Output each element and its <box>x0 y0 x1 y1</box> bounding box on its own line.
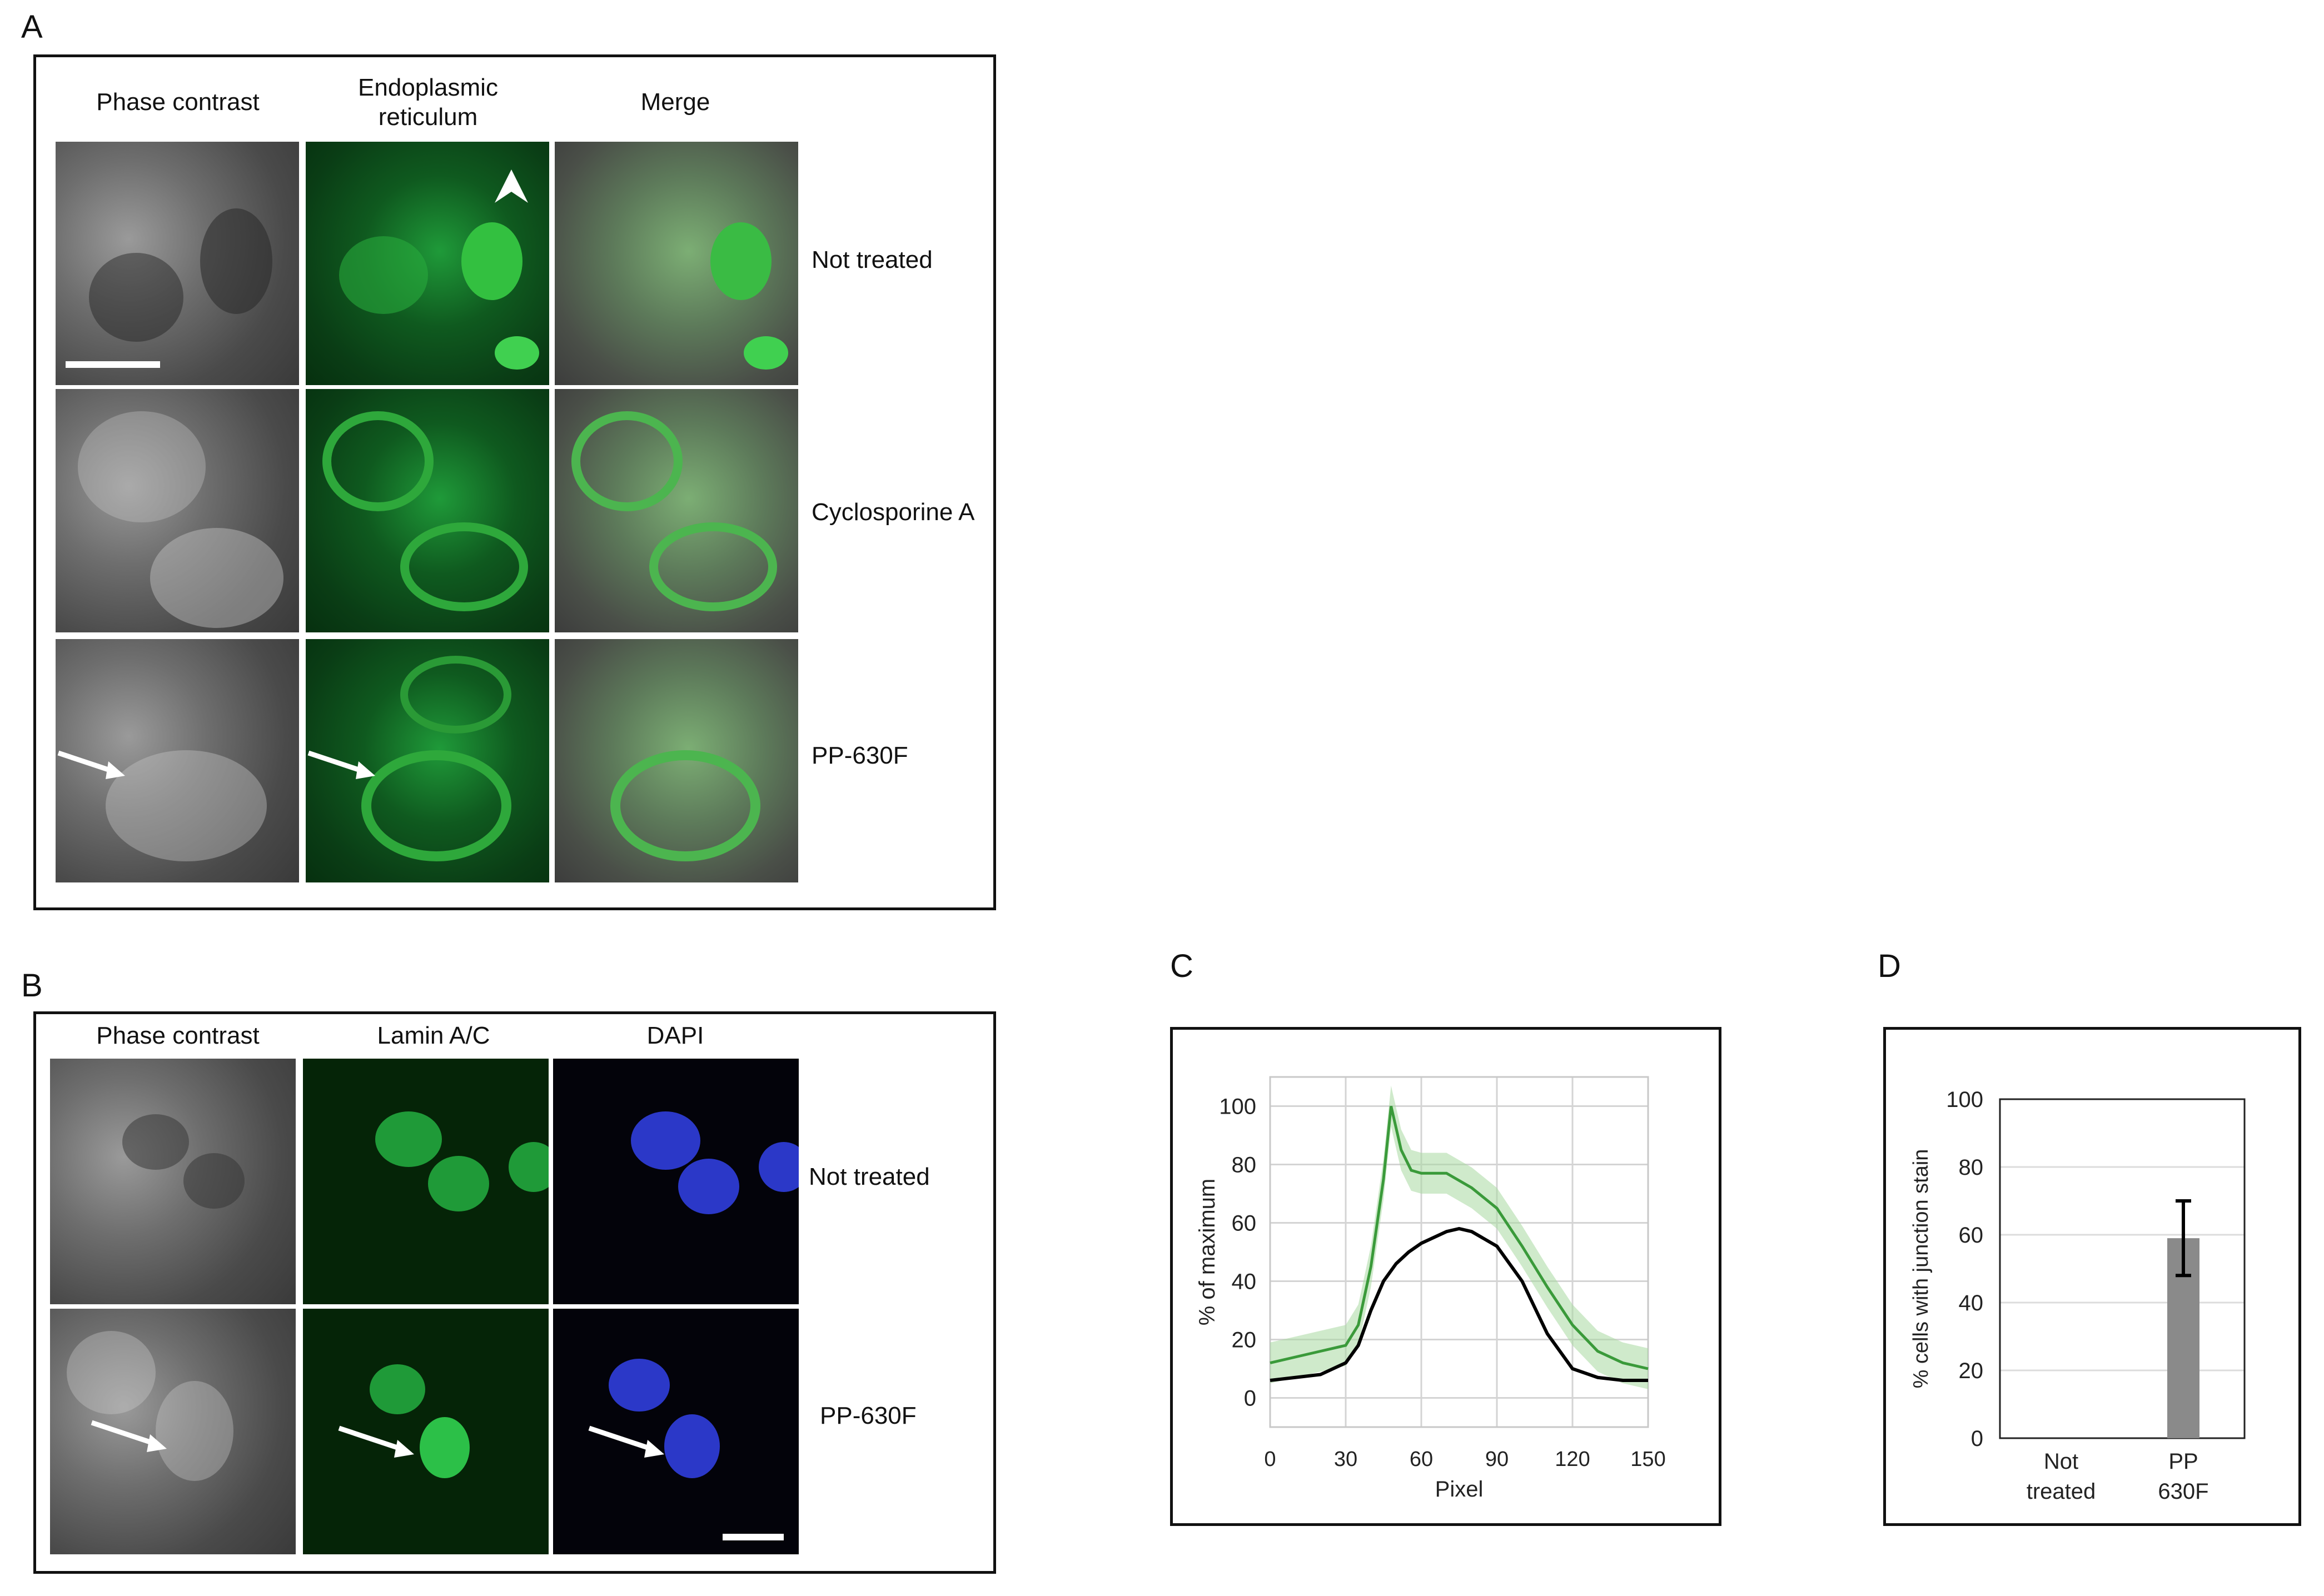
row-label-b-not-treated: Not treated <box>809 1163 930 1190</box>
x-category-label: 630F <box>2158 1479 2208 1504</box>
y-tick-label: 20 <box>1232 1328 1257 1353</box>
y-tick-label: 100 <box>1219 1095 1256 1119</box>
y-axis-label: % cells with junction stain <box>1909 1149 1933 1389</box>
x-tick-label: 90 <box>1485 1448 1509 1471</box>
scale-bar <box>723 1534 784 1540</box>
x-tick-label: 60 <box>1410 1448 1433 1471</box>
panel-d-label: D <box>1878 948 1901 984</box>
panel-d-frame <box>1883 1027 2301 1526</box>
panel-a-col-er: Endoplasmic reticulum <box>358 74 498 131</box>
plot-area <box>1269 1076 1649 1428</box>
y-tick-label: 80 <box>1959 1155 1984 1180</box>
arrow-icon <box>91 1420 167 1452</box>
arrow-icon <box>588 1425 664 1458</box>
arrow-icon <box>338 1425 414 1458</box>
image-a-phase-pp630f <box>56 639 299 882</box>
panel-b-col-lamin: Lamin A/C <box>377 1022 490 1049</box>
image-a-er-cyclosporine <box>306 389 549 632</box>
image-b-lamin-not-treated <box>303 1059 549 1304</box>
row-label-a-not-treated: Not treated <box>812 246 933 273</box>
panel-a-frame <box>33 54 996 910</box>
series-line-black <box>1270 1226 1648 1382</box>
row-label-a-cyclosporine: Cyclosporine A <box>812 498 975 526</box>
panel-a-label: A <box>21 9 43 45</box>
plot-area <box>1999 1098 2246 1439</box>
image-b-dapi-pp630f <box>553 1309 799 1554</box>
image-a-phase-cyclosporine <box>56 389 299 632</box>
y-tick-label: 20 <box>1959 1359 1984 1383</box>
image-a-er-pp630f <box>306 639 549 882</box>
arrow-icon <box>307 750 375 779</box>
y-tick-label: 0 <box>1244 1386 1256 1411</box>
panel-c-frame <box>1170 1027 1721 1526</box>
panel-a-col-phase: Phase contrast <box>96 88 260 116</box>
y-tick-label: 40 <box>1959 1291 1984 1315</box>
image-b-phase-pp630f <box>50 1309 296 1554</box>
image-a-merge-not-treated <box>555 142 798 385</box>
image-b-phase-not-treated <box>50 1059 296 1304</box>
x-tick-label: 150 <box>1630 1448 1665 1471</box>
bar-chart: 0 20 40 60 80 100 Not treated PP 630F % cells with… <box>1909 1088 2246 1504</box>
x-tick-label: 0 <box>1264 1448 1276 1471</box>
y-tick-label: 100 <box>1946 1088 1983 1112</box>
series-line-green <box>1270 1105 1649 1370</box>
panel-a-col-merge: Merge <box>640 88 710 116</box>
panel-b-frame <box>33 1011 996 1574</box>
row-label-a-pp630f: PP-630F <box>812 742 908 769</box>
y-tick-label: 40 <box>1232 1270 1257 1294</box>
panel-b-col-dapi: DAPI <box>646 1022 704 1049</box>
x-tick-label: 120 <box>1555 1448 1590 1471</box>
line-chart: 0 30 60 90 120 150 0 20 40 60 80 100 Pixel % of maxim… <box>1195 1076 1666 1502</box>
image-b-lamin-pp630f <box>303 1309 549 1554</box>
panel-b-col-phase: Phase contrast <box>96 1022 260 1049</box>
y-tick-label: 60 <box>1959 1223 1984 1248</box>
row-label-b-pp630f: PP-630F <box>820 1402 917 1429</box>
panel-c-label: C <box>1170 948 1193 984</box>
image-b-dapi-not-treated <box>553 1059 799 1304</box>
y-tick-label: 80 <box>1232 1153 1257 1178</box>
image-a-er-not-treated <box>306 142 549 385</box>
x-axis-label: Pixel <box>1435 1477 1484 1502</box>
series-band <box>1270 1085 1648 1389</box>
y-tick-label: 60 <box>1232 1211 1257 1236</box>
scale-bar <box>66 361 160 368</box>
arrowhead-icon <box>495 169 528 203</box>
image-a-merge-cyclosporine <box>555 389 798 632</box>
panel-b-label: B <box>21 967 43 1004</box>
y-tick-label: 0 <box>1971 1427 1983 1451</box>
y-axis-label: % of maximum <box>1195 1179 1220 1326</box>
image-a-phase-not-treated <box>56 142 299 385</box>
arrow-icon <box>57 750 125 779</box>
x-category-label: PP <box>2168 1449 2198 1474</box>
x-category-label: Not <box>2044 1449 2078 1474</box>
x-category-label: treated <box>2027 1479 2096 1504</box>
x-tick-label: 30 <box>1334 1448 1357 1471</box>
image-a-merge-pp630f <box>555 639 798 882</box>
